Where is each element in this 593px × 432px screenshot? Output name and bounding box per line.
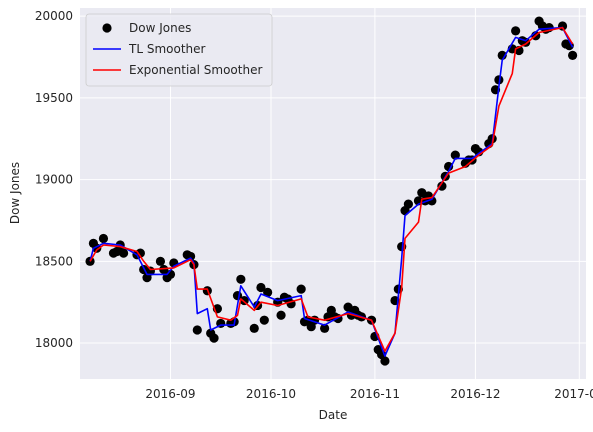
series-line-tl-smoother [89, 26, 574, 357]
data-point [98, 233, 109, 244]
data-point [511, 26, 521, 36]
data-point [259, 315, 269, 325]
y-tick-label: 19500 [35, 91, 73, 105]
data-point [118, 248, 129, 258]
series-line-exponential-smoother [89, 26, 574, 352]
data-point [296, 284, 306, 294]
data-point [450, 150, 460, 160]
data-point [444, 161, 454, 172]
grid [80, 8, 586, 379]
data-point [276, 310, 286, 320]
x-tick-label: 2016-11 [350, 387, 400, 401]
y-axis-label: Dow Jones [8, 162, 22, 224]
data-point [403, 199, 413, 209]
x-tick-label: 2016-09 [145, 387, 195, 401]
x-axis-label: Date [319, 408, 348, 422]
data-point [256, 282, 266, 293]
data-point [249, 323, 259, 333]
tick-labels: 18000 18500 19000 19500 20000 2016-09 2016-10 2… [35, 9, 593, 401]
data-point [236, 274, 246, 284]
legend: Dow Jones TL Smoother Exponential Smoother [85, 13, 273, 87]
legend-box [85, 13, 273, 87]
legend-label-exponential-smoother: Exponential Smoother [129, 63, 262, 77]
y-tick-label: 20000 [35, 9, 73, 23]
data-point [159, 264, 169, 275]
legend-label-tl-smoother: TL Smoother [128, 42, 206, 56]
data-point [494, 75, 504, 85]
data-point [85, 256, 95, 266]
series-layer [85, 16, 578, 366]
y-tick-label: 19000 [35, 173, 73, 187]
data-point [567, 50, 578, 60]
x-tick-label: 2017-01 [554, 387, 593, 401]
x-tick-label: 2016-10 [246, 387, 296, 401]
data-point [155, 256, 166, 266]
data-point [192, 325, 202, 335]
x-tick-label: 2016-12 [450, 387, 500, 401]
data-point [209, 333, 219, 343]
y-tick-label: 18500 [35, 254, 73, 268]
legend-label-dow-jones: Dow Jones [129, 21, 191, 35]
data-point [263, 287, 273, 297]
data-point [380, 356, 390, 366]
y-tick-label: 18000 [35, 336, 73, 350]
legend-marker-dow-jones [102, 23, 112, 33]
data-point [437, 181, 447, 191]
data-point [320, 323, 330, 333]
